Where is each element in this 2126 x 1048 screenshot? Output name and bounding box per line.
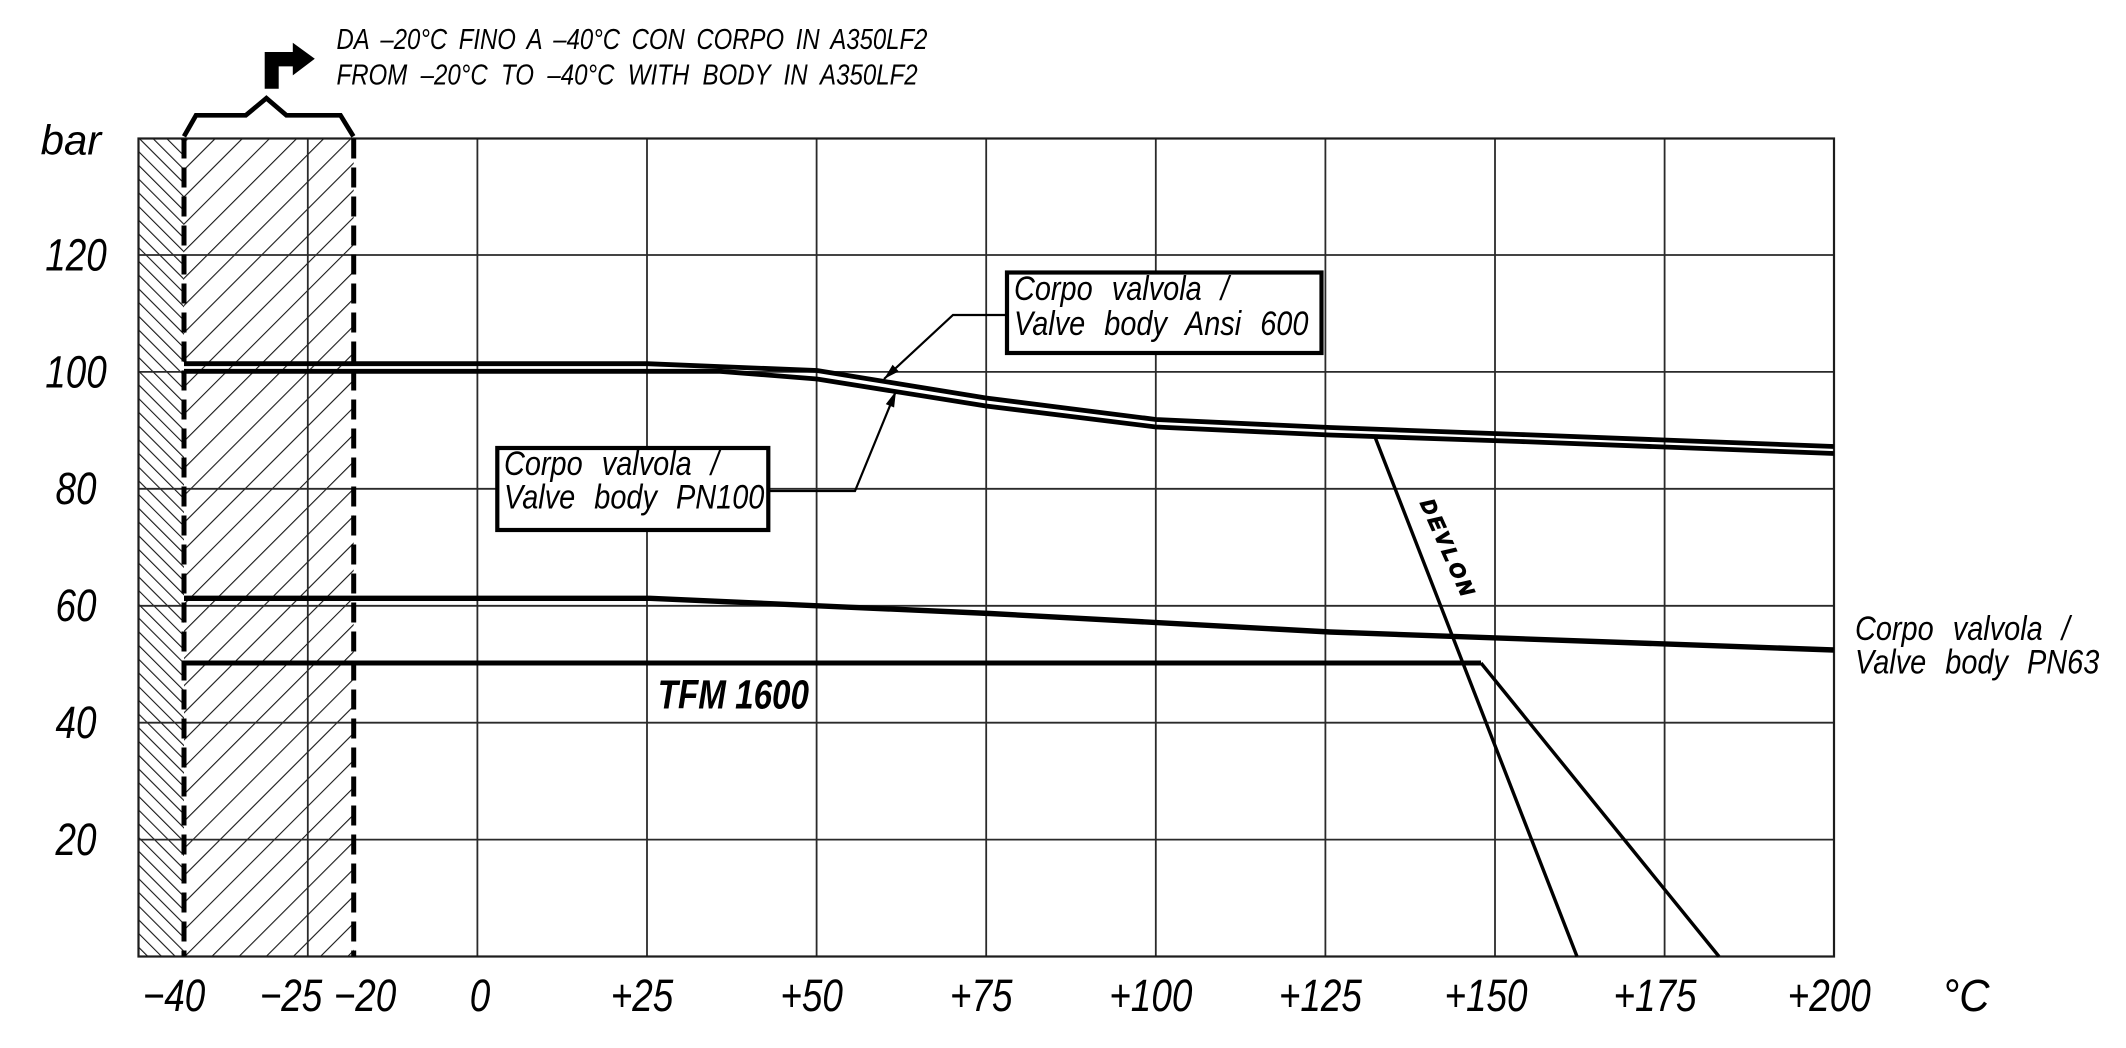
svg-text:Valve body PN100: Valve body PN100 [504,477,765,516]
svg-text:+200: +200 [1788,971,1871,1021]
svg-text:+150: +150 [1444,971,1527,1021]
svg-text:120: 120 [45,230,107,280]
svg-text:Corpo valvola /: Corpo valvola / [504,444,722,483]
svg-text:DA –20°C FINO A –40°C CON CORP: DA –20°C FINO A –40°C CON CORPO IN A350L… [337,23,928,56]
svg-text:bar: bar [41,117,104,164]
svg-text:80: 80 [55,464,96,514]
svg-text:FROM –20°C TO –40°C WITH BODY: FROM –20°C TO –40°C WITH BODY IN A350LF2 [337,58,918,91]
svg-text:Corpo valvola /: Corpo valvola / [1014,269,1232,308]
svg-text:40: 40 [55,698,96,748]
svg-text:TFM 1600: TFM 1600 [658,671,810,717]
svg-text:°C: °C [1943,972,1991,1022]
svg-text:Valve body PN63: Valve body PN63 [1855,642,2100,681]
svg-text:−20: −20 [334,971,397,1021]
svg-text:20: 20 [55,815,97,865]
svg-text:60: 60 [55,581,96,631]
svg-text:−25: −25 [260,971,323,1021]
svg-text:+100: +100 [1109,971,1192,1021]
svg-text:+125: +125 [1279,971,1362,1021]
svg-text:+175: +175 [1613,971,1696,1021]
svg-text:+75: +75 [950,971,1013,1021]
svg-text:100: 100 [45,347,107,397]
svg-text:+25: +25 [611,971,674,1021]
svg-text:Valve body Ansi 600: Valve body Ansi 600 [1014,304,1309,343]
svg-text:Corpo valvola /: Corpo valvola / [1855,609,2073,648]
svg-text:+50: +50 [780,971,843,1021]
svg-text:DEVLON: DEVLON [1415,496,1479,603]
svg-text:−40: −40 [143,971,206,1021]
svg-text:0: 0 [470,971,491,1021]
